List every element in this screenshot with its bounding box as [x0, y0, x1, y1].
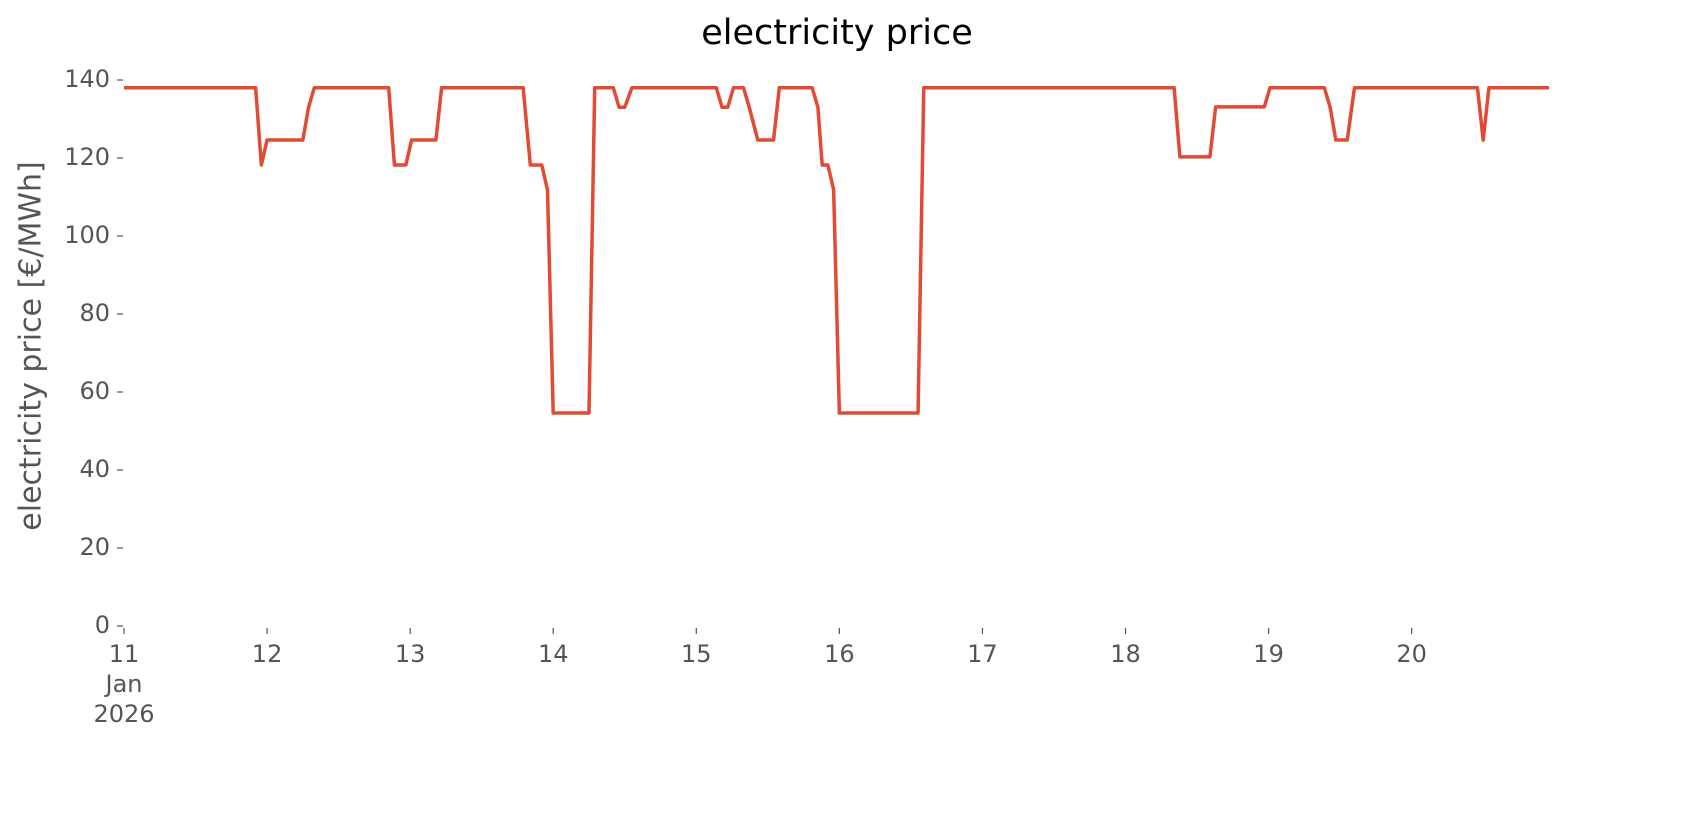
- y-tick-label: 80: [79, 299, 110, 327]
- x-tick-label: 16: [824, 640, 855, 668]
- x-tick-label: 14: [538, 640, 569, 668]
- y-axis-label: electricity price [€/MWh]: [14, 161, 49, 530]
- x-tick-label: 17: [967, 640, 998, 668]
- x-tick-label: 12: [252, 640, 283, 668]
- y-tick-label: 0: [95, 611, 110, 639]
- price-line: [124, 86, 1549, 415]
- x-tick-label: 11 Jan 2026: [93, 640, 154, 728]
- x-tick-label: 19: [1253, 640, 1284, 668]
- y-tick-label: 40: [79, 455, 110, 483]
- y-tick-label: 120: [64, 143, 110, 171]
- y-tick-label: 20: [79, 533, 110, 561]
- x-tick-label: 15: [681, 640, 712, 668]
- chart-title: electricity price: [701, 13, 973, 53]
- x-tick-label: 20: [1396, 640, 1427, 668]
- x-tick-label: 13: [395, 640, 426, 668]
- x-tick-label: 18: [1110, 640, 1141, 668]
- y-tick-label: 60: [79, 377, 110, 405]
- y-tick-label: 140: [64, 65, 110, 93]
- y-tick-label: 100: [64, 221, 110, 249]
